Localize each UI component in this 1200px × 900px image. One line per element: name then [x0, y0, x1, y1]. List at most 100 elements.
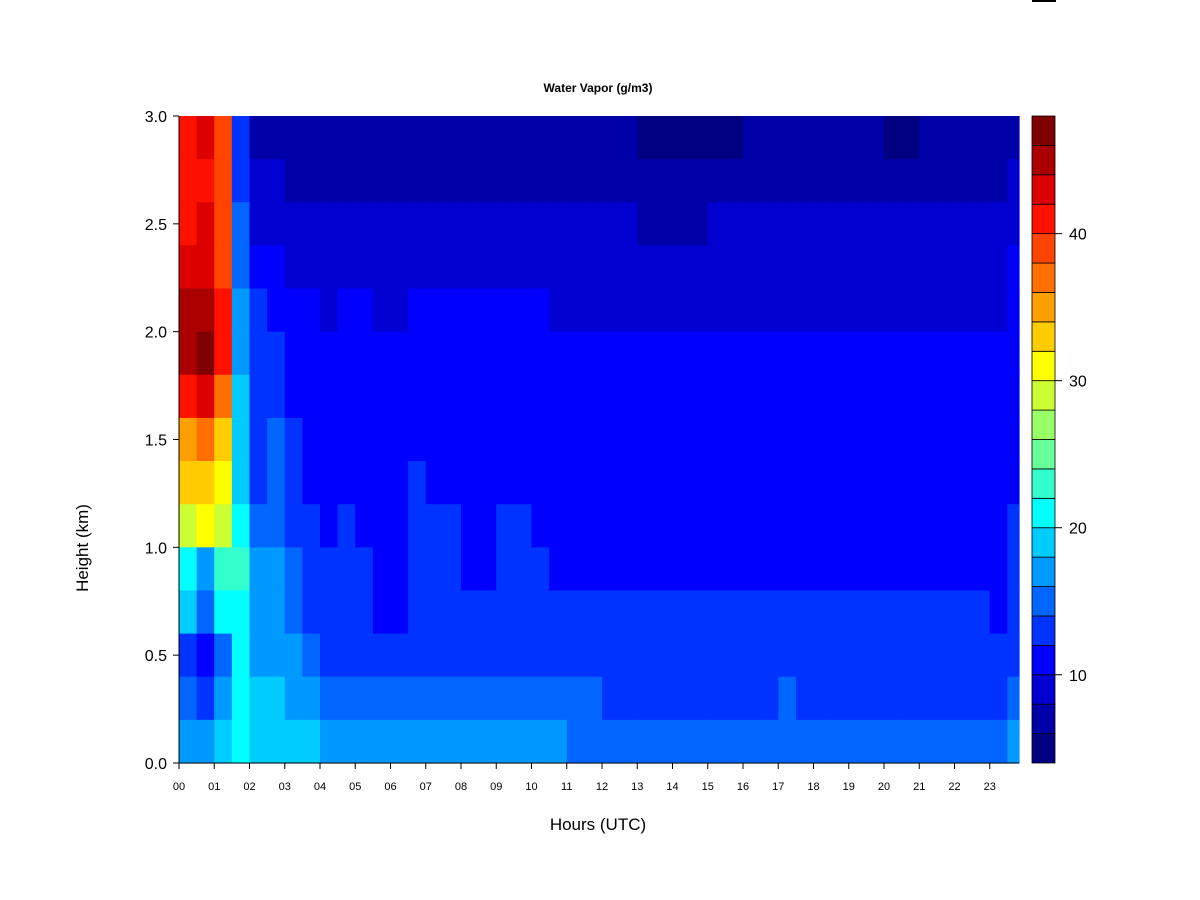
heatmap-cell — [531, 202, 550, 246]
heatmap-cell — [601, 374, 621, 419]
heatmap-cell — [866, 417, 885, 462]
heatmap-cell — [919, 719, 938, 764]
heatmap-cell — [619, 245, 638, 290]
heatmap-cell — [795, 331, 815, 376]
heatmap-cell — [601, 159, 621, 203]
heatmap-cell — [513, 159, 533, 203]
heatmap-cell — [425, 288, 444, 333]
heatmap-cell — [742, 116, 762, 160]
heatmap-cell — [742, 417, 762, 462]
heatmap-cell — [954, 417, 973, 462]
heatmap-cell — [972, 202, 991, 246]
heatmap-cell — [972, 159, 991, 203]
heatmap-cell — [460, 676, 480, 721]
heatmap-cell — [549, 159, 568, 203]
heatmap-cell — [883, 202, 903, 246]
heatmap-cell — [795, 159, 815, 203]
heatmap-cell — [760, 417, 779, 462]
heatmap-cell — [778, 461, 797, 505]
heatmap-cell — [267, 590, 286, 635]
heatmap-cell — [231, 719, 251, 764]
heatmap-cell — [601, 461, 621, 505]
heatmap-cell — [443, 331, 462, 376]
heatmap-cell — [249, 245, 268, 290]
heatmap-cell — [778, 417, 797, 462]
heatmap-cell — [319, 676, 339, 721]
heatmap-cell — [1007, 159, 1020, 203]
heatmap-cell — [496, 417, 515, 462]
heatmap-cell — [231, 417, 251, 462]
heatmap-cell — [760, 374, 779, 419]
heatmap-cell — [813, 288, 832, 333]
heatmap-cell — [390, 547, 409, 592]
heatmap-cell — [690, 417, 709, 462]
heatmap-cell — [214, 461, 233, 505]
heatmap-cell — [231, 116, 251, 160]
heatmap-cell — [654, 417, 674, 462]
y-tick-label: 1.0 — [145, 540, 167, 557]
heatmap-cell — [319, 590, 339, 635]
heatmap-cell — [179, 633, 198, 678]
heatmap-cell — [725, 633, 744, 678]
heatmap-cell — [725, 547, 744, 592]
heatmap-cell — [725, 504, 744, 548]
heatmap-cell — [831, 374, 850, 419]
heatmap-cell — [619, 633, 638, 678]
heatmap-cell — [883, 633, 903, 678]
heatmap-cell — [566, 288, 585, 333]
heatmap-cell — [513, 590, 533, 635]
heatmap-cell — [496, 590, 515, 635]
heatmap-cell — [355, 547, 374, 592]
x-tick-label: 22 — [948, 781, 960, 793]
heatmap-cell — [478, 719, 497, 764]
heatmap-cell — [566, 159, 585, 203]
heatmap-cell — [848, 245, 867, 290]
heatmap-cell — [637, 116, 656, 160]
heatmap-cell — [866, 719, 885, 764]
heatmap-cell — [778, 633, 797, 678]
heatmap-cell — [672, 288, 691, 333]
heatmap-cell — [672, 374, 691, 419]
heatmap-cell — [337, 719, 356, 764]
heatmap-cell — [778, 288, 797, 333]
heatmap-cell — [179, 461, 198, 505]
heatmap-cell — [972, 719, 991, 764]
heatmap-cell — [813, 676, 832, 721]
colorbar-swatch — [1031, 233, 1056, 264]
heatmap-cell — [584, 590, 603, 635]
heatmap-cell — [725, 374, 744, 419]
heatmap-cell — [619, 288, 638, 333]
heatmap-cell — [778, 547, 797, 592]
heatmap-cell — [302, 288, 321, 333]
heatmap-cell — [214, 633, 233, 678]
heatmap-cell — [267, 633, 286, 678]
heatmap-cell — [1007, 633, 1020, 678]
heatmap-cell — [972, 547, 991, 592]
heatmap-cell — [372, 676, 392, 721]
heatmap-cell — [372, 331, 392, 376]
heatmap-cell — [196, 417, 215, 462]
heatmap-cell — [513, 547, 533, 592]
heatmap-cell — [319, 719, 339, 764]
x-tick-label: 10 — [525, 781, 537, 793]
heatmap-cell — [972, 417, 991, 462]
heatmap-cell — [231, 461, 251, 505]
heatmap-cell — [848, 461, 867, 505]
heatmap-cell — [584, 504, 603, 548]
heatmap-cell — [989, 331, 1008, 376]
heatmap-cell — [337, 331, 356, 376]
heatmap-cell — [513, 504, 533, 548]
heatmap-cell — [707, 245, 726, 290]
heatmap-cell — [408, 461, 427, 505]
heatmap-cell — [813, 116, 832, 160]
heatmap-cell — [513, 116, 533, 160]
heatmap-cell — [954, 633, 973, 678]
heatmap-cell — [690, 547, 709, 592]
heatmap-cell — [513, 461, 533, 505]
heatmap-cell — [707, 288, 726, 333]
heatmap-cell — [813, 417, 832, 462]
heatmap-cell — [637, 417, 656, 462]
heatmap-cell — [601, 719, 621, 764]
heatmap-cell — [1007, 374, 1020, 419]
heatmap-cell — [654, 288, 674, 333]
